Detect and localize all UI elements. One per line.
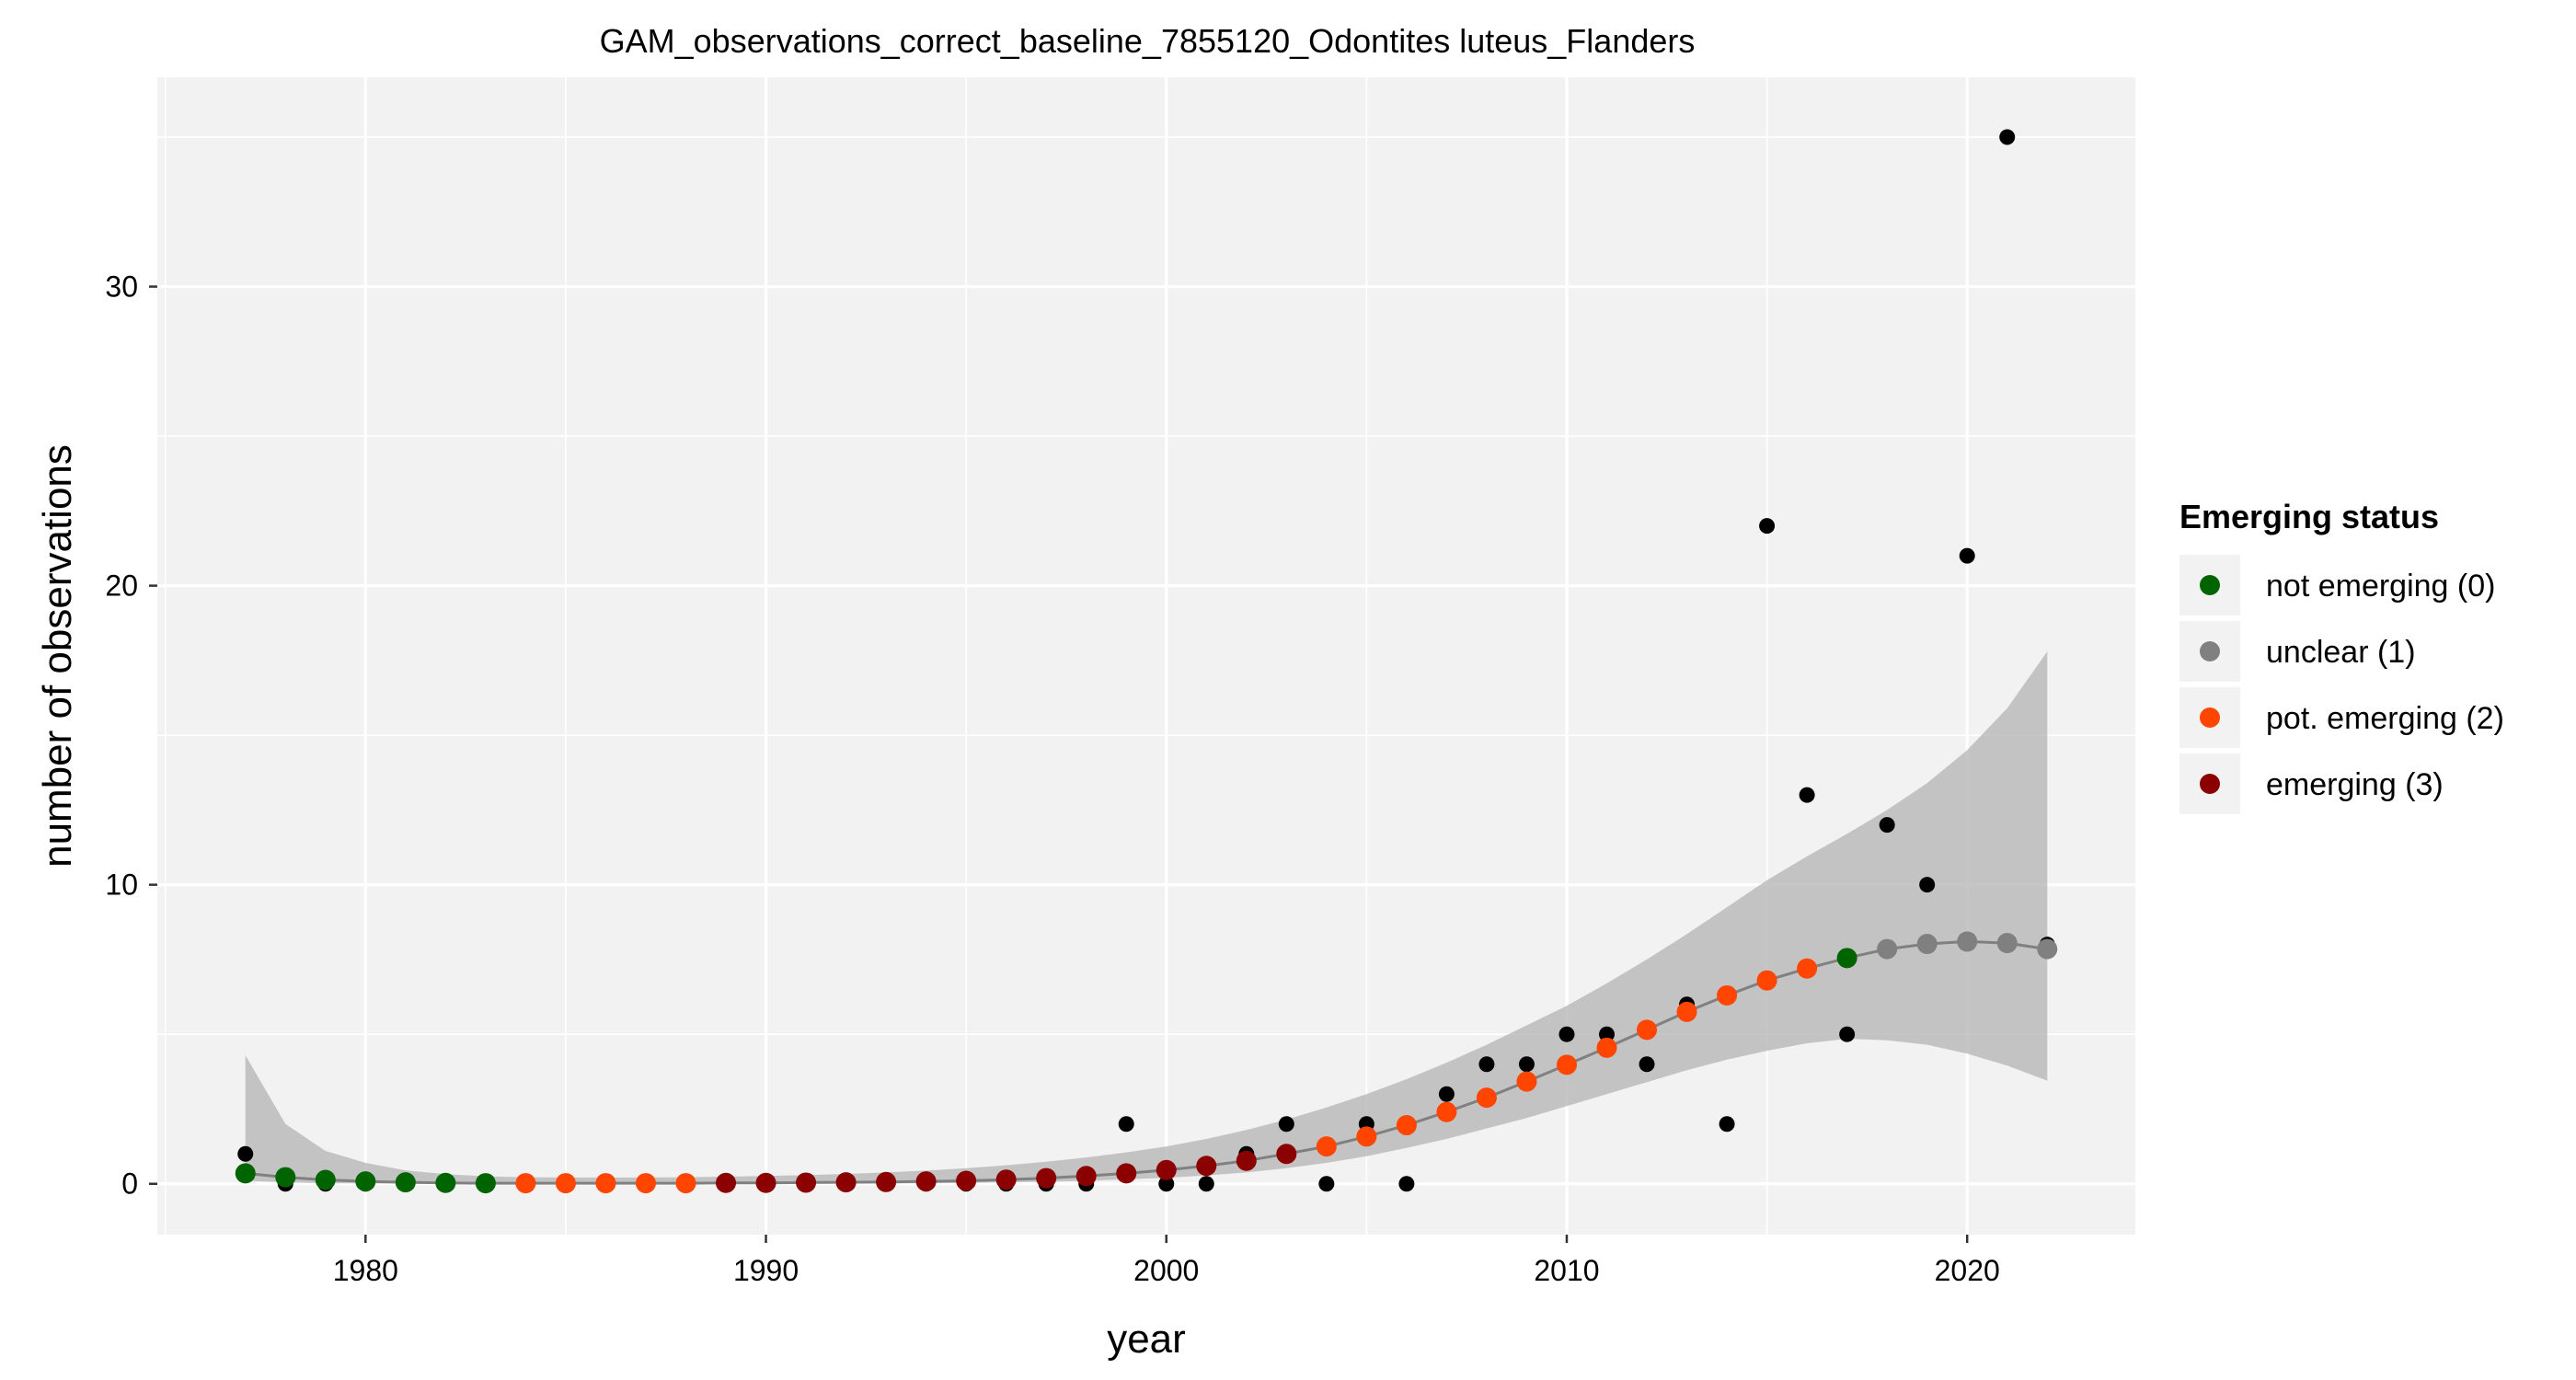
fitted-point xyxy=(876,1171,897,1192)
observed-point xyxy=(1999,129,2016,145)
fitted-point xyxy=(1556,1054,1577,1075)
legend-key-point xyxy=(2200,575,2220,595)
fitted-point xyxy=(956,1170,977,1191)
y-tick-label: 10 xyxy=(105,868,138,902)
fitted-point xyxy=(1276,1144,1297,1165)
fitted-point xyxy=(1036,1167,1057,1189)
fitted-point xyxy=(475,1173,496,1194)
x-axis-title: year xyxy=(1107,1317,1186,1362)
legend: Emerging status not emerging (0) unclear … xyxy=(2179,498,2504,814)
legend-label: pot. emerging (2) xyxy=(2266,701,2504,736)
legend-label: unclear (1) xyxy=(2266,635,2416,670)
fitted-point xyxy=(1957,931,1978,952)
fitted-point xyxy=(1196,1156,1217,1177)
fitted-point xyxy=(1756,970,1777,991)
fitted-point xyxy=(1396,1115,1417,1136)
fitted-point xyxy=(555,1173,576,1194)
chart-title: GAM_observations_correct_baseline_785512… xyxy=(600,22,1696,60)
observed-point xyxy=(1799,787,1815,803)
observed-point xyxy=(1318,1176,1335,1192)
observed-point xyxy=(1118,1116,1134,1133)
fitted-points xyxy=(235,931,2058,1194)
observed-point xyxy=(1518,1056,1535,1073)
observed-point xyxy=(1198,1176,1214,1192)
fitted-point xyxy=(435,1172,456,1193)
fitted-point xyxy=(1436,1101,1457,1122)
observed-point xyxy=(1278,1116,1294,1133)
fitted-point xyxy=(1516,1071,1537,1092)
fitted-point xyxy=(1236,1150,1257,1171)
fitted-point xyxy=(915,1171,937,1192)
x-tick-label: 1990 xyxy=(733,1254,799,1287)
legend-key-point xyxy=(2200,774,2220,794)
grid-minor xyxy=(157,77,2135,1235)
legend-label: not emerging (0) xyxy=(2266,569,2495,604)
fitted-point xyxy=(835,1172,857,1193)
legend-title: Emerging status xyxy=(2179,498,2439,535)
fitted-point xyxy=(1356,1126,1377,1147)
fitted-point xyxy=(1116,1163,1137,1184)
fitted-point xyxy=(1596,1037,1617,1058)
fitted-point xyxy=(1476,1087,1497,1109)
fitted-point xyxy=(1877,938,1898,960)
x-tick-label: 2000 xyxy=(1133,1254,1199,1287)
fitted-point xyxy=(716,1172,737,1193)
plot-panel xyxy=(157,77,2135,1235)
x-tick-label: 2010 xyxy=(1534,1254,1599,1287)
fitted-point xyxy=(355,1171,376,1192)
y-tick-label: 30 xyxy=(105,270,138,304)
observed-point xyxy=(1478,1056,1495,1073)
fitted-point xyxy=(796,1172,817,1193)
fitted-point xyxy=(1836,948,1857,969)
fitted-point xyxy=(2037,938,2058,960)
fitted-point xyxy=(235,1163,256,1184)
observed-point xyxy=(1719,1116,1735,1133)
fitted-point xyxy=(635,1173,656,1194)
y-axis: 0 10 20 30 xyxy=(105,270,157,1201)
fitted-point xyxy=(1637,1019,1658,1041)
observed-point xyxy=(1879,817,1895,834)
fitted-point xyxy=(275,1167,296,1188)
y-tick-label: 20 xyxy=(105,569,138,603)
x-tick-label: 2020 xyxy=(1935,1254,2000,1287)
fitted-point xyxy=(995,1169,1017,1190)
fitted-point xyxy=(1797,958,1818,979)
fitted-point xyxy=(595,1173,616,1194)
observed-point xyxy=(1959,547,1975,564)
observed-point xyxy=(1919,877,1936,893)
fitted-point xyxy=(1316,1136,1337,1157)
y-tick-label: 0 xyxy=(121,1167,138,1201)
legend-entries: not emerging (0) unclear (1) pot. emerging… xyxy=(2179,555,2504,814)
fitted-point xyxy=(1075,1166,1097,1187)
observed-point xyxy=(237,1145,254,1162)
fitted-point xyxy=(515,1173,536,1194)
observed-point xyxy=(1599,1026,1616,1042)
fitted-point xyxy=(1996,933,2018,954)
x-axis: 1980 1990 2000 2010 2020 xyxy=(333,1235,2000,1287)
observed-point xyxy=(1558,1026,1575,1042)
observed-point xyxy=(1639,1056,1655,1073)
legend-key-point xyxy=(2200,641,2220,661)
observed-point xyxy=(1759,518,1776,535)
legend-key-point xyxy=(2200,707,2220,728)
fitted-point xyxy=(755,1172,776,1193)
x-tick-label: 1980 xyxy=(333,1254,398,1287)
fitted-point xyxy=(1676,1001,1697,1022)
fitted-line xyxy=(245,939,2048,1185)
fitted-point xyxy=(1156,1159,1177,1180)
observed-point xyxy=(1398,1176,1415,1192)
fitted-point xyxy=(395,1172,416,1193)
fitted-point xyxy=(675,1173,696,1194)
fitted-point xyxy=(1916,934,1938,955)
observed-point xyxy=(1438,1086,1455,1102)
observed-point xyxy=(1158,1176,1175,1192)
legend-label: emerging (3) xyxy=(2266,767,2444,802)
fitted-point xyxy=(315,1169,336,1190)
fitted-point xyxy=(1717,984,1738,1006)
observed-point xyxy=(1839,1026,1856,1042)
y-axis-title: number of observations xyxy=(35,444,80,868)
